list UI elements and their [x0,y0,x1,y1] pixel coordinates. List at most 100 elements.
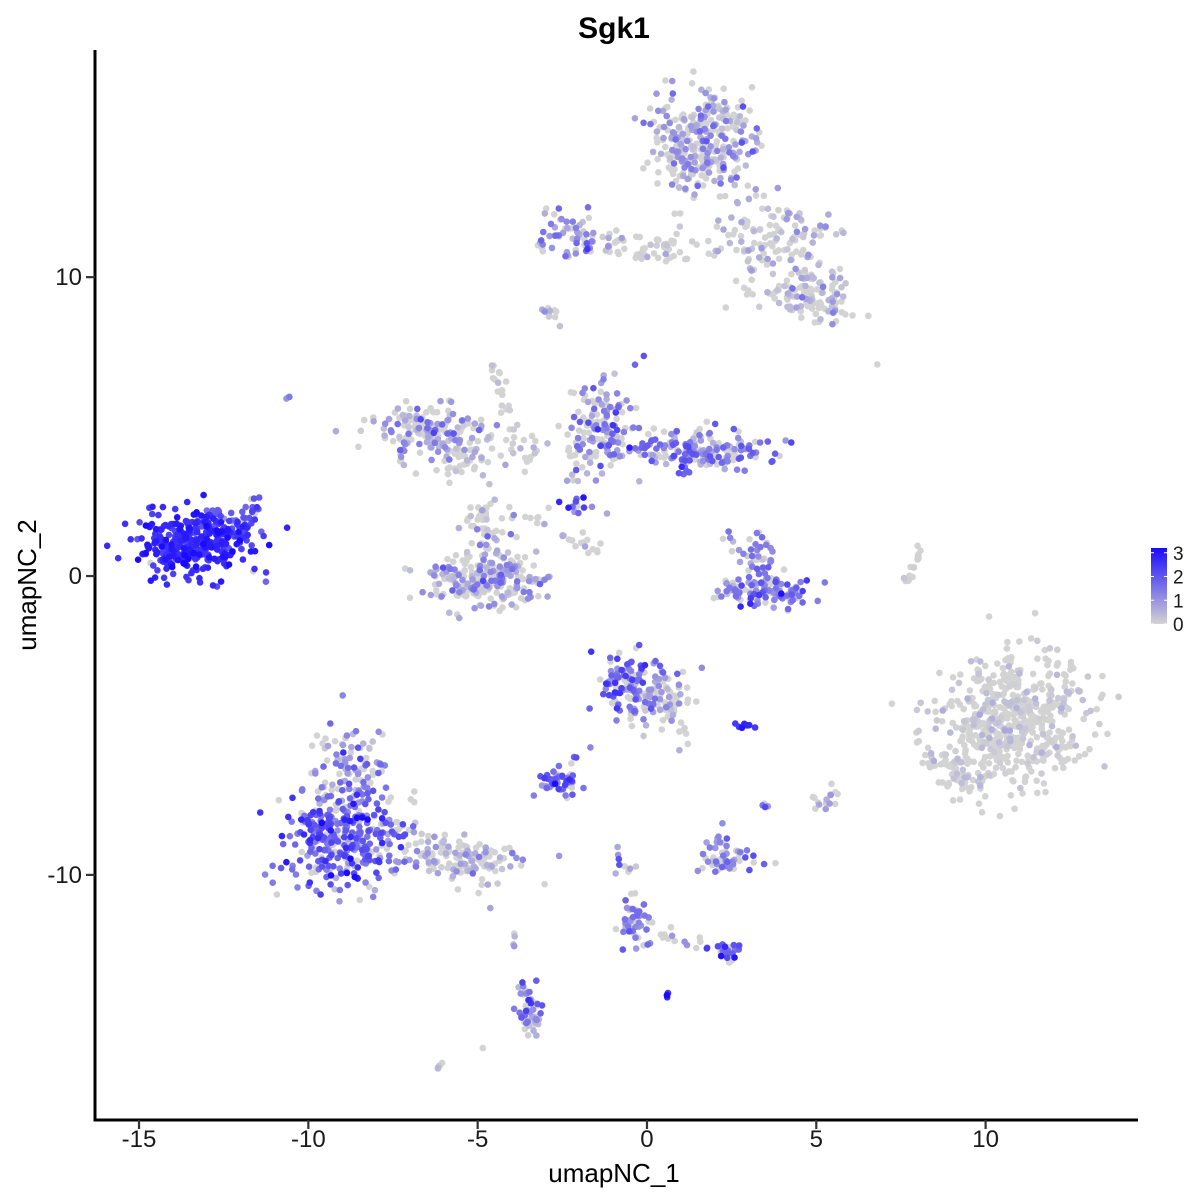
cell-point [615,403,622,411]
cell-point [480,556,487,564]
cell-point [316,807,323,815]
cell-point [996,759,1004,767]
cell-point [134,556,142,563]
cell-point [229,548,236,555]
cell-point [204,564,212,571]
cell-point [722,304,730,311]
cell-point [729,858,736,865]
cell-point [308,869,315,876]
cell-point [1019,735,1027,742]
cell-point [375,728,383,736]
cell-point [510,942,518,950]
cell-point [740,122,747,129]
cell-point [1048,722,1056,730]
cell-point [394,405,402,412]
cell-point [502,378,510,385]
cell-point [605,234,612,242]
cell-point [734,118,741,126]
cell-point [364,816,371,823]
cell-point [498,515,506,522]
cell-point [679,668,687,676]
cell-point [787,256,794,264]
cell-point [783,215,790,223]
cell-point [417,838,425,845]
cell-point [957,671,964,678]
cell-point [337,870,345,877]
cell-point [662,460,670,468]
cell-point [1063,688,1071,695]
cell-point [218,539,226,546]
cell-point [1006,727,1014,734]
cell-point [425,867,433,875]
cell-point [364,774,372,781]
cell-point [196,551,203,558]
cell-point [377,829,385,837]
cell-point [801,266,809,274]
cell-point [611,370,618,378]
cell-point [318,863,326,870]
cell-point [406,594,414,602]
cell-point [836,265,844,273]
cell-point [551,313,559,321]
cell-point [622,672,629,680]
cell-point [458,417,466,424]
cell-point [1062,672,1069,679]
cell-point [990,672,997,679]
cell-point [703,839,710,846]
cell-point [288,818,296,825]
cell-point [986,734,993,742]
cell-point [760,192,768,200]
cell-point [350,800,357,808]
cell-point [441,444,449,451]
cell-point [286,832,294,840]
cell-point [603,510,611,517]
cell-point [924,708,931,715]
cell-point [346,795,354,802]
cell-point [283,524,291,531]
cell-point [1014,696,1021,704]
cell-point [590,384,597,392]
cell-point [710,95,718,102]
cell-point [706,453,714,460]
cell-point [1017,784,1024,792]
cell-point [760,860,768,868]
cell-point [689,450,697,458]
cell-point [477,602,485,609]
cell-point [618,409,626,416]
cell-point [626,703,633,711]
cell-point [681,938,688,945]
cell-point [656,441,664,448]
cell-point [425,832,432,840]
cell-point [414,405,421,413]
cell-point [746,536,753,543]
cell-point [336,770,343,778]
cell-point [488,445,496,452]
cell-point [1026,707,1033,714]
cell-point [660,134,667,142]
cell-point [501,845,508,853]
cell-point [434,869,442,877]
cell-point [478,585,485,593]
cell-point [632,934,639,941]
cell-point [762,541,770,549]
cell-point [966,788,973,795]
cell-point [239,523,247,530]
cell-point [484,533,491,540]
cell-point [744,258,752,265]
cell-point [1036,680,1044,688]
cell-point [1069,733,1076,740]
cell-point [203,535,210,543]
cell-point [678,463,685,471]
cell-point [224,526,232,534]
cell-point [1065,705,1072,713]
cell-point [915,551,922,558]
cell-point [203,513,210,521]
cell-point [316,845,323,853]
cell-point [599,233,606,241]
cell-point [968,737,976,745]
cell-point [192,520,200,527]
cell-point [289,794,296,802]
cell-point [696,128,704,135]
cell-point [976,782,984,789]
cell-point [838,284,845,291]
